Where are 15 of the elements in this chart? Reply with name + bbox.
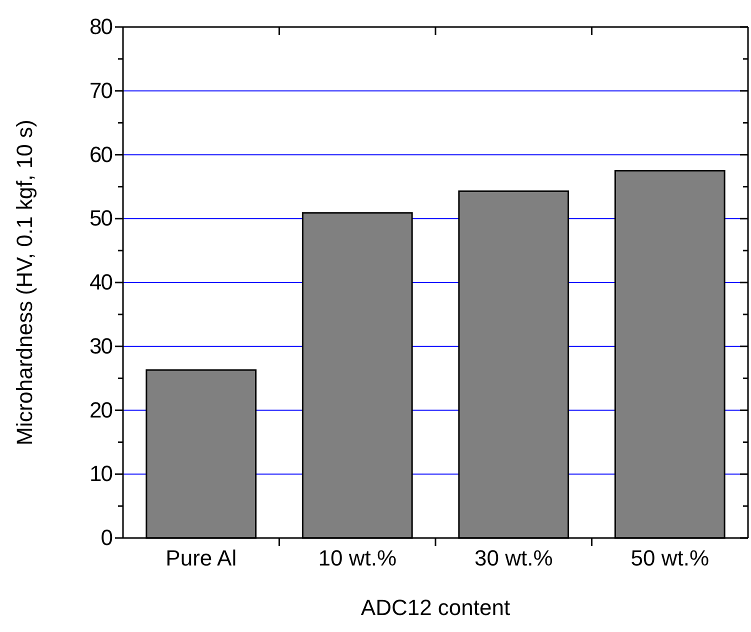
y-tick-label: 60 bbox=[90, 142, 113, 167]
x-tick-label: 10 wt.% bbox=[318, 546, 397, 571]
x-tick-label: 50 wt.% bbox=[630, 546, 710, 571]
y-tick-label: 80 bbox=[90, 14, 113, 40]
y-tick-label: 30 bbox=[90, 333, 113, 358]
x-tick-label: 30 wt.% bbox=[474, 546, 553, 571]
y-tick-label: 50 bbox=[90, 206, 113, 231]
y-tick-label: 10 bbox=[90, 461, 113, 486]
y-tick-label: 70 bbox=[90, 78, 113, 103]
y-tick-label: 40 bbox=[90, 270, 113, 295]
x-axis-title: ADC12 content bbox=[360, 595, 510, 620]
y-tick-label: 20 bbox=[90, 397, 113, 422]
x-tick-label: Pure Al bbox=[166, 546, 237, 571]
y-tick-label: 0 bbox=[100, 525, 113, 550]
y-axis-title: Microhardness (HV, 0.1 kgf, 10 s) bbox=[12, 120, 37, 446]
